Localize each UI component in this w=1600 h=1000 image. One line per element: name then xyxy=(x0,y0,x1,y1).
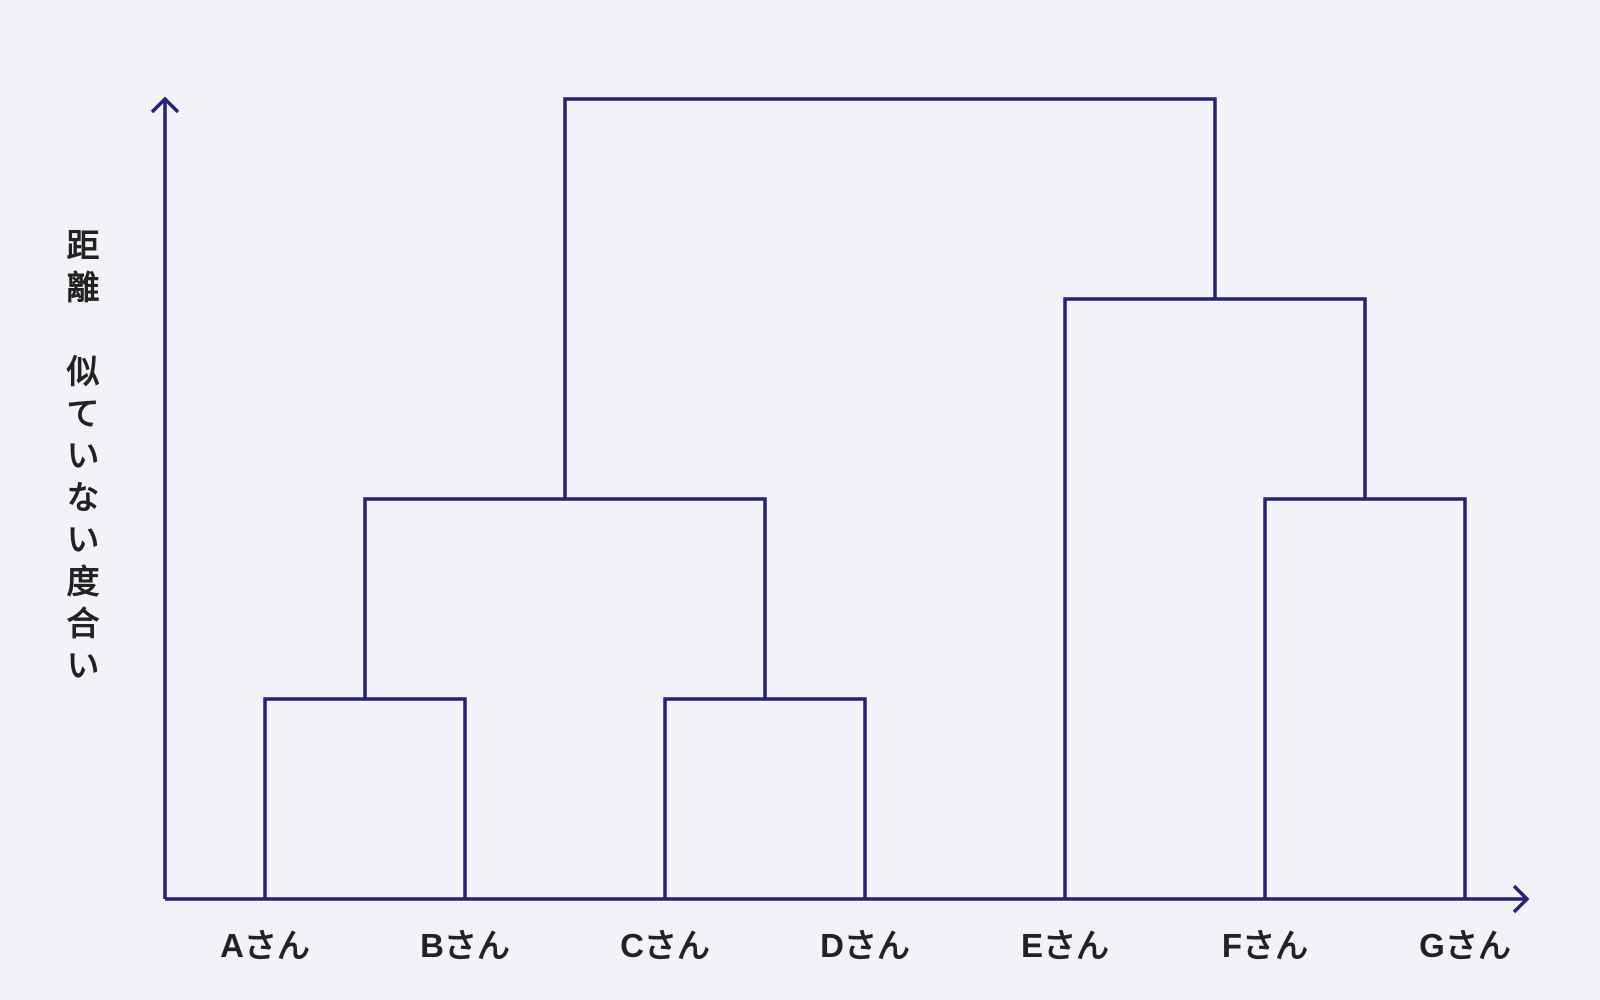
y-axis-label: 距離 似ていない度合い xyxy=(62,228,99,690)
x-tick-label: Gさん xyxy=(1419,927,1511,964)
y-axis-arrow xyxy=(150,96,180,114)
x-tick-label: Eさん xyxy=(1021,927,1109,964)
dendrogram-link xyxy=(363,497,767,699)
x-tick-label: Bさん xyxy=(420,927,510,964)
dendrogram-link xyxy=(1263,497,1467,899)
dendrogram-link xyxy=(1063,297,1367,899)
dendrogram-link xyxy=(563,97,1217,499)
x-tick-label: Aさん xyxy=(220,927,310,964)
dendrogram-link xyxy=(263,697,467,899)
x-tick-label: Dさん xyxy=(820,927,910,964)
x-tick-label: Fさん xyxy=(1222,927,1308,964)
x-tick-label: Cさん xyxy=(620,927,710,964)
dendrogram-link xyxy=(663,697,867,899)
x-axis-arrow xyxy=(1512,884,1530,914)
